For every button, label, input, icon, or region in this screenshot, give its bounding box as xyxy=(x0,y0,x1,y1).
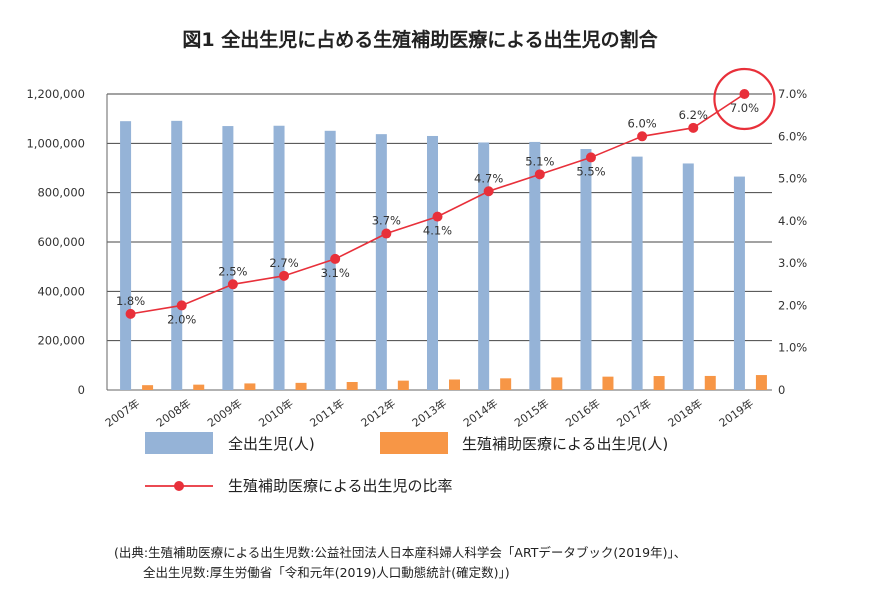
bar-art-births xyxy=(551,377,563,390)
bar-total-births xyxy=(222,126,234,390)
bar-total-births xyxy=(631,156,643,390)
bar-total-births xyxy=(529,141,541,390)
bar-total-births xyxy=(171,120,183,390)
ratio-point xyxy=(227,279,238,290)
bar-art-births xyxy=(142,385,154,390)
bar-art-births xyxy=(244,383,256,390)
ratio-point xyxy=(483,186,494,197)
bar-art-births xyxy=(653,376,665,390)
ratio-point xyxy=(432,211,443,222)
x-tick-label: 2009年 xyxy=(205,396,245,430)
ratio-data-label: 3.7% xyxy=(372,214,401,228)
bar-art-births xyxy=(449,379,460,390)
bar-total-births xyxy=(375,134,387,390)
bar-art-births xyxy=(193,384,205,390)
ratio-point xyxy=(637,131,648,142)
ratio-point xyxy=(381,228,392,239)
ratio-point xyxy=(739,89,750,99)
chart-title: 図1 全出生児に占める生殖補助医療による出生児の割合 xyxy=(182,28,658,51)
x-tick-label: 2010年 xyxy=(256,396,296,430)
ratio-point xyxy=(330,253,341,264)
y-right-tick-label: 0 xyxy=(778,383,785,397)
ratio-point xyxy=(688,122,699,133)
ratio-point xyxy=(176,300,187,311)
ratio-point xyxy=(534,169,545,180)
ratio-data-label: 2.0% xyxy=(167,312,196,326)
legend-swatch-art-births xyxy=(380,432,448,454)
y-right-tick-label: 6.0% xyxy=(778,129,807,143)
y-right-tick-label: 4.0% xyxy=(778,214,807,228)
ratio-data-label: 2.5% xyxy=(218,264,247,278)
x-tick-label: 2018年 xyxy=(665,396,705,430)
bar-total-births xyxy=(273,125,285,391)
ratio-data-label: 7.0% xyxy=(730,101,759,115)
ratio-point xyxy=(585,152,596,163)
y-left-tick-label: 200,000 xyxy=(37,334,85,348)
y-right-tick-label: 7.0% xyxy=(778,87,807,101)
ratio-data-label: 4.7% xyxy=(474,171,503,185)
x-tick-label: 2019年 xyxy=(716,396,756,430)
legend-label-ratio: 生殖補助医療による出生児の比率 xyxy=(228,477,453,495)
y-right-tick-label: 3.0% xyxy=(778,256,807,270)
bar-total-births xyxy=(120,121,132,391)
bar-art-births xyxy=(346,382,358,390)
bar-art-births xyxy=(755,375,767,390)
bar-art-births xyxy=(704,375,716,390)
legend-label-art-births: 生殖補助医療による出生児(人) xyxy=(462,435,668,453)
y-left-tick-label: 1,200,000 xyxy=(26,87,85,101)
highlight-circle xyxy=(713,67,776,131)
x-tick-label: 2017年 xyxy=(614,396,654,430)
x-tick-label: 2015年 xyxy=(512,396,552,430)
source-note-line-2: 全出生児数:厚生労働省「令和元年(2019)人口動態統計(確定数)」) xyxy=(143,565,510,580)
y-left-tick-label: 400,000 xyxy=(37,284,85,298)
x-tick-label: 2014年 xyxy=(460,396,500,430)
x-tick-label: 2011年 xyxy=(307,396,347,430)
bar-art-births xyxy=(500,378,512,390)
x-tick-label: 2008年 xyxy=(153,396,193,430)
y-left-tick-label: 0 xyxy=(78,383,85,397)
y-left-tick-label: 600,000 xyxy=(37,235,85,249)
ratio-data-label: 6.0% xyxy=(628,116,657,130)
bar-art-births xyxy=(397,380,409,390)
bar-art-births xyxy=(295,382,307,390)
bar-total-births xyxy=(580,149,592,390)
bar-total-births xyxy=(733,176,745,390)
y-right-tick-label: 1.0% xyxy=(778,341,807,355)
x-tick-label: 2012年 xyxy=(358,396,398,430)
legend-swatch-total-births xyxy=(145,432,213,454)
bar-total-births xyxy=(682,163,694,390)
y-right-tick-label: 2.0% xyxy=(778,298,807,312)
bar-art-births xyxy=(602,376,614,390)
y-left-tick-label: 800,000 xyxy=(37,186,85,200)
ratio-data-label: 1.8% xyxy=(116,294,145,308)
ratio-point xyxy=(125,308,136,319)
source-note-line-1: (出典:生殖補助医療による出生児数:公益社団法人日本産科婦人科学会「ARTデータ… xyxy=(114,545,687,560)
legend-label-total-births: 全出生児(人) xyxy=(228,435,315,453)
x-tick-label: 2016年 xyxy=(563,396,603,430)
ratio-data-label: 5.1% xyxy=(525,154,554,168)
bar-total-births xyxy=(478,142,490,390)
y-left-tick-label: 1,000,000 xyxy=(26,136,85,150)
ratio-data-label: 3.1% xyxy=(321,266,350,280)
bar-total-births xyxy=(427,135,438,390)
x-tick-label: 2007年 xyxy=(102,396,142,430)
y-right-tick-label: 5.0% xyxy=(778,172,807,186)
ratio-data-label: 2.7% xyxy=(269,256,298,270)
ratio-data-label: 5.5% xyxy=(576,164,605,178)
ratio-data-label: 4.1% xyxy=(423,224,452,238)
ratio-point xyxy=(279,270,290,281)
legend-marker-ratio xyxy=(174,481,184,491)
ratio-data-label: 6.2% xyxy=(679,108,708,122)
x-tick-label: 2013年 xyxy=(409,396,449,430)
